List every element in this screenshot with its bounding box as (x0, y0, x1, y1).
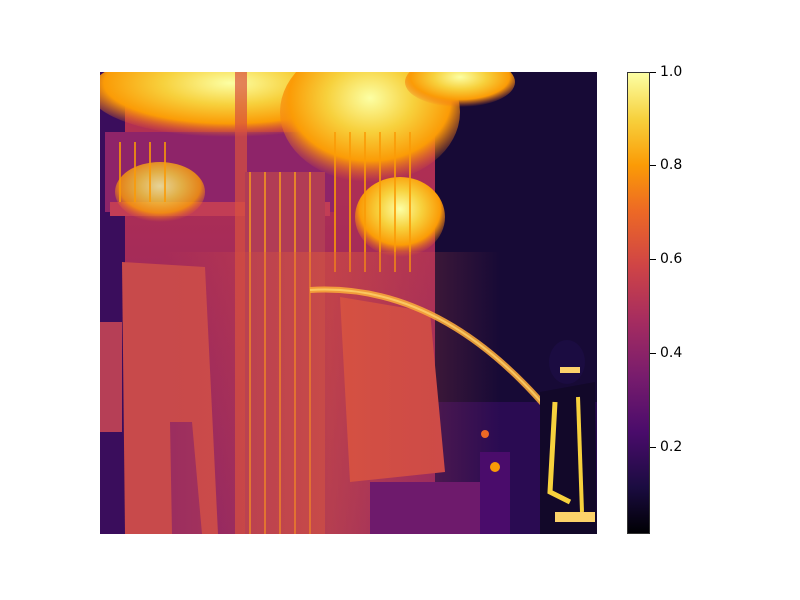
panel-edge (100, 322, 122, 432)
flame-top-right (405, 72, 515, 107)
balcony-railing (119, 132, 411, 272)
heatmap-scene (100, 72, 597, 534)
colorbar-tick (650, 165, 656, 166)
colorbar-tick-label: 0.8 (660, 157, 683, 173)
colorbar-tick (650, 447, 656, 448)
firefighter (481, 340, 597, 534)
colorbar-tick-label: 0.4 (660, 345, 683, 361)
colorbar-tick-label: 0.2 (660, 439, 683, 455)
flame-top-center (280, 72, 460, 182)
colorbar-tick (650, 353, 656, 354)
colorbar-tick (650, 259, 656, 260)
debris (370, 482, 480, 534)
colorbar (627, 72, 650, 534)
heatmap-image (100, 72, 597, 534)
flame-window (355, 177, 445, 257)
colorbar-tick (650, 72, 656, 73)
water-stream-core (309, 288, 551, 413)
colorbar-tick-label: 1.0 (660, 64, 683, 80)
flame-balcony (115, 162, 205, 222)
colorbar-tick-label: 0.6 (660, 251, 683, 267)
